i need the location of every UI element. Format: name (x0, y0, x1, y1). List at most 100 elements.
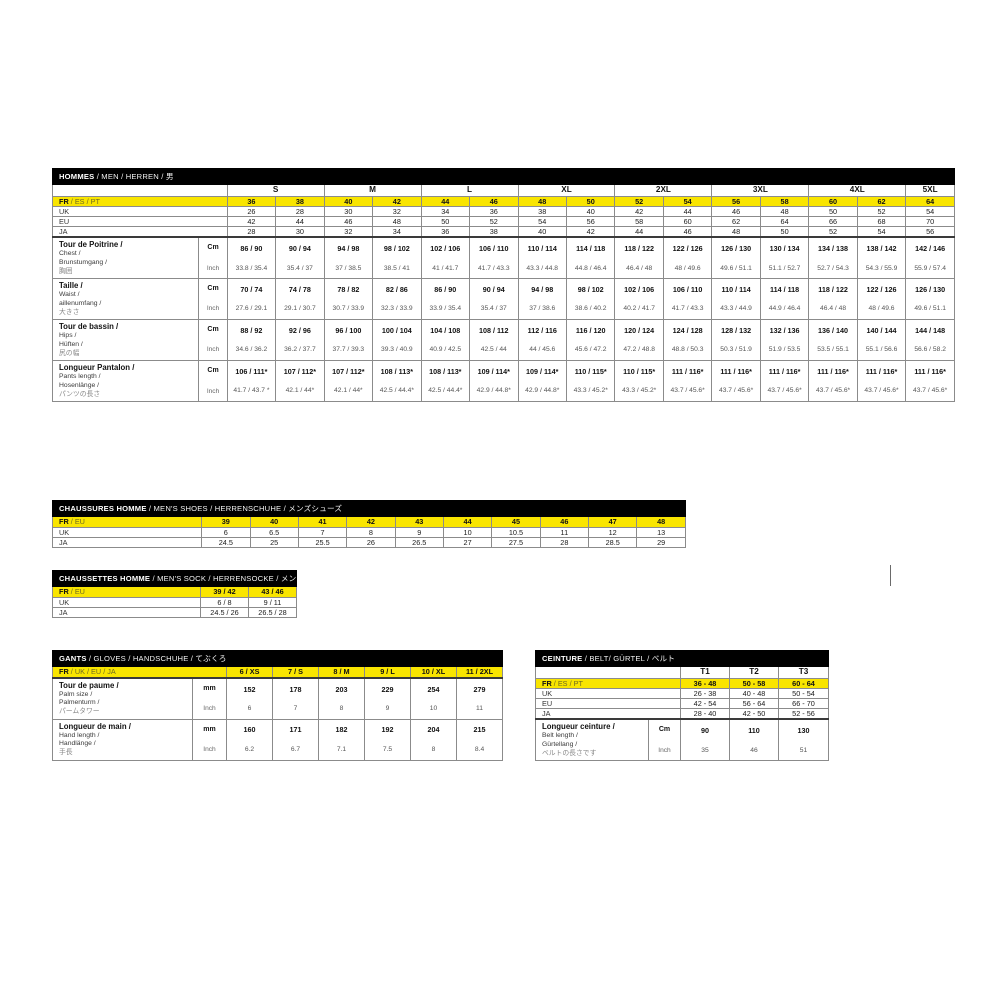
key-label-secondary: / ES / PT (68, 196, 100, 206)
measurement-inch-value: 44 / 45.6 (517, 340, 567, 362)
region-size-value: 44 (614, 226, 664, 238)
belt-region-row-ja: JA 28 - 40 42 - 50 52 - 56 (535, 708, 829, 720)
shoe-region-value: 10.5 (491, 526, 541, 538)
socks-fr-eu-row: FR / EU 39 / 42 43 / 46 (52, 586, 298, 598)
region-size-value: 38 (517, 205, 567, 217)
key-row-label: FR / UK / EU / JA (52, 666, 227, 679)
sock-size-value: 43 / 46 (247, 586, 298, 598)
belt-region-label: UK (535, 687, 681, 699)
measurement-cm-value: 128 / 132 (711, 319, 761, 341)
belt-length-cm-value: 130 (778, 718, 829, 742)
belt-region-value: 28 - 40 (680, 708, 730, 720)
shoe-size-value: 46 (539, 516, 590, 528)
belt-region-value: 56 - 64 (729, 697, 779, 710)
measurement-inch-value: 52.7 / 54.3 (808, 259, 858, 280)
measurement-inch-value: 34.6 / 36.2 (226, 340, 277, 362)
measurement-inch-value: 27.6 / 29.1 (226, 299, 277, 321)
region-label: EU (52, 215, 228, 228)
measurement-cm-value: 138 / 142 (856, 236, 907, 260)
banner-subtitle: / MEN'S SHOES / HERRENSCHUHE / メンズシューズ (148, 504, 343, 513)
group-header-spacer (52, 184, 228, 197)
shoe-size-value: 39 (201, 516, 251, 528)
measurement-inch-value: 43.7 / 45.6* (856, 381, 907, 403)
region-size-value: 36 (469, 205, 519, 217)
socks-region-label: JA (52, 606, 201, 618)
measurement-label-ja: パンツの長さ (59, 390, 101, 398)
measurement-cm-value: 78 / 82 (323, 278, 374, 300)
glove-mm-value: 215 (455, 718, 504, 741)
measurement-row-inch: Inch 27.6 / 29.1 29.1 / 30.7 30.7 / 33.9 32.… (53, 299, 955, 321)
measurement-cm-value: 82 / 86 (372, 278, 422, 300)
measurement-inch-value: 41.7 / 43.3 (662, 299, 713, 321)
measurement-cm-value: 107 / 112* (275, 360, 325, 382)
measurement-label-fr: Longueur Pantalon / (59, 363, 135, 373)
measurement-row-cm: Tour de bassin / Hips / Hüften / 尻の幅 Cm 88 / … (51, 319, 955, 362)
shoes-row-uk: UK 6 6.5 7 8 9 10 10.5 11 12 13 (51, 526, 686, 538)
measurement-cm-value: 118 / 122 (614, 236, 664, 260)
glove-mm-value: 182 (318, 718, 365, 741)
region-size-value: 52 (808, 226, 858, 238)
shoe-size-value: 47 (588, 516, 638, 528)
measurement-cm-value: 110 / 115* (614, 360, 664, 382)
glove-inch-value: 11 (455, 699, 504, 720)
belt-banner: CEINTURE / BELT/ GÜRTEL / ベルト (535, 649, 829, 668)
measurement-cm-value: 108 / 113* (420, 360, 471, 382)
measurement-inch-value: 39.3 / 40.9 (372, 340, 422, 362)
mens-banner: HOMMES / MEN / HERREN / 男 (52, 167, 955, 186)
fr-size-value: 56 (711, 195, 761, 207)
measurement-label-de: Handlänge / (59, 740, 96, 748)
measurement-label-fr: Taille / (59, 281, 83, 291)
measurement-inch-value: 38.6 / 40.2 (565, 299, 616, 321)
belt-tier-t3: T3 (778, 666, 829, 679)
measurement-cm-value: 112 / 116 (517, 319, 567, 341)
region-size-value: 40 (517, 226, 567, 238)
measurement-row-cm: Tour de Poitrine / Chest / Brunstumgang / 胸… (51, 236, 955, 280)
banner-title: CEINTURE (542, 654, 583, 663)
measurement-cm-value: 122 / 126 (662, 236, 713, 260)
measurement-inch-value: 55.9 / 57.4 (905, 259, 955, 280)
measurement-row-inch: Inch 34.6 / 36.2 36.2 / 37.7 37.7 / 39.3 39.… (53, 340, 955, 362)
shoe-region-value: 6.5 (249, 526, 299, 538)
measurement-label-ja: 胸囲 (59, 267, 73, 275)
measurement-cm-value: 142 / 146 (905, 236, 955, 260)
sock-size-value: 39 / 42 (200, 586, 249, 598)
shoe-size-value: 40 (249, 516, 299, 528)
measurement-label-ja: ベルトの長さです (542, 749, 597, 757)
measurement-cm-value: 111 / 116* (808, 360, 858, 382)
key-row-label: FR / EU (52, 586, 201, 598)
region-size-value: 28 (226, 226, 277, 238)
region-size-value: 28 (275, 205, 325, 217)
fr-size-value: 52 (614, 195, 664, 207)
measurement-label-de: aillenumfang / (59, 299, 102, 307)
measurement-cm-value: 90 / 94 (469, 278, 519, 300)
measurement-cm-value: 86 / 90 (226, 236, 277, 260)
unit-cm: Cm (198, 236, 228, 260)
unit-cm: Cm (198, 360, 228, 382)
region-size-value: 30 (323, 205, 374, 217)
glove-mm-value: 160 (226, 718, 273, 741)
measurement-inch-value: 48 / 49.6 (662, 259, 713, 280)
shoe-region-value: 12 (588, 526, 638, 538)
glove-inch-value: 8.4 (455, 740, 504, 761)
measurement-label-ja: 大きさ (59, 308, 80, 316)
measurement-cm-value: 110 / 114 (517, 236, 567, 260)
glove-size-value: 11 / 2XL (455, 666, 504, 679)
measurement-cm-value: 122 / 126 (856, 278, 907, 300)
measurement-inch-value: 49.6 / 51.1 (711, 259, 761, 280)
belt-length-inch-value: 35 (680, 741, 730, 762)
region-size-value: 64 (759, 215, 810, 228)
shoe-region-value: 11 (539, 526, 590, 538)
glove-mm-value: 152 (226, 676, 273, 700)
size-group-m: M (323, 184, 422, 197)
measurement-inch-value: 44.8 / 46.4 (565, 259, 616, 280)
unit-cm: Cm (198, 319, 228, 341)
measurement-inch-value: 56.6 / 58.2 (905, 340, 955, 362)
shoes-region-label: UK (51, 526, 203, 538)
unit-inch: Inch (198, 299, 228, 321)
glove-measurement-row-inch: Inch 6 7 8 9 10 11 (53, 699, 504, 720)
glove-inch-value: 6 (226, 699, 273, 720)
measurement-cm-value: 106 / 110 (469, 236, 519, 260)
region-size-value: 54 (517, 215, 567, 228)
region-label: JA (52, 226, 228, 238)
key-label-primary: FR (59, 196, 69, 206)
